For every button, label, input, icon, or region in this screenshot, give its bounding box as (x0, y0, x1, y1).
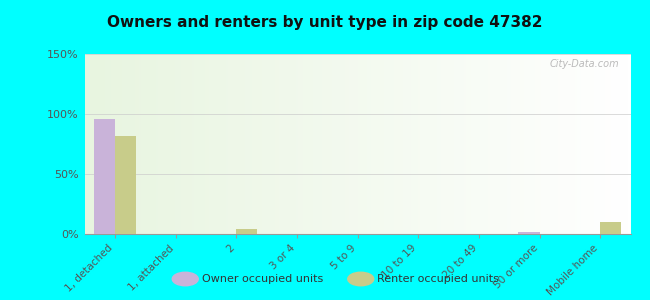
Text: Owner occupied units: Owner occupied units (202, 274, 323, 284)
Bar (115, 136, 136, 234)
Bar (518, 232, 540, 234)
Text: Renter occupied units: Renter occupied units (377, 274, 499, 284)
Text: Owners and renters by unit type in zip code 47382: Owners and renters by unit type in zip c… (107, 15, 543, 30)
Text: City-Data.com: City-Data.com (550, 59, 619, 69)
Bar (94, 119, 115, 234)
Bar (236, 229, 257, 234)
Bar (600, 222, 621, 234)
